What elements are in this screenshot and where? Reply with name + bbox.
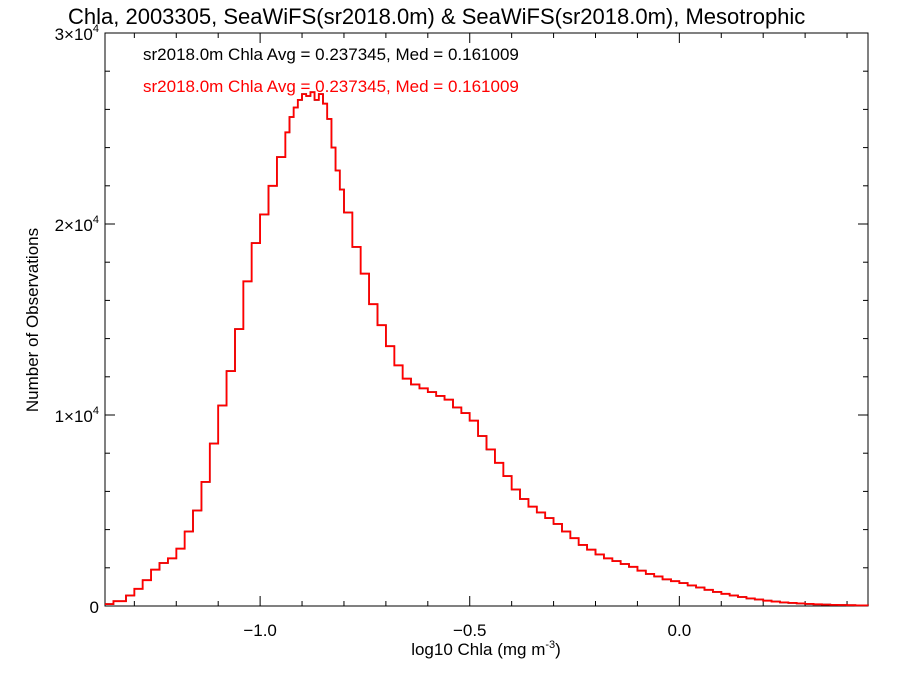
- plot-frame: [104, 32, 869, 607]
- y-tick-label-base: 0: [90, 598, 99, 617]
- histogram-series-1: [105, 91, 869, 607]
- y-tick-label: 2×104: [55, 214, 99, 235]
- y-tick-label-exp: 4: [93, 214, 99, 226]
- y-tick-label-base: 3×10: [55, 25, 93, 44]
- annotation-black: sr2018.0m Chla Avg = 0.237345, Med = 0.1…: [143, 45, 519, 64]
- x-axis-label: log10 Chla (mg m-3): [411, 639, 561, 659]
- x-axis-label-main: log10 Chla (mg m: [411, 640, 545, 659]
- y-tick-label-exp: 4: [93, 23, 99, 35]
- histogram-series-0: [105, 91, 869, 607]
- chart-title: Chla, 2003305, SeaWiFS(sr2018.0m) & SeaW…: [68, 4, 805, 29]
- x-tick-label: 0.0: [668, 621, 692, 640]
- y-tick-label: 0: [90, 598, 99, 617]
- x-tick-label: −0.5: [453, 621, 487, 640]
- annotation-red: sr2018.0m Chla Avg = 0.237345, Med = 0.1…: [143, 77, 519, 96]
- x-tick-label: −1.0: [243, 621, 277, 640]
- x-axis-label-sup: -3: [545, 639, 555, 651]
- x-axis-label-tail: ): [555, 640, 561, 659]
- y-tick-label-exp: 4: [93, 405, 99, 417]
- series-layer: [105, 91, 869, 607]
- y-tick-label-base: 2×10: [55, 216, 93, 235]
- y-tick-label-base: 1×10: [55, 407, 93, 426]
- x-axis-ticks: −1.0 −0.5 0.0: [133, 33, 848, 640]
- y-tick-label: 3×104: [55, 23, 99, 44]
- y-axis-label: Number of Observations: [23, 228, 42, 412]
- y-tick-label: 1×104: [55, 405, 99, 426]
